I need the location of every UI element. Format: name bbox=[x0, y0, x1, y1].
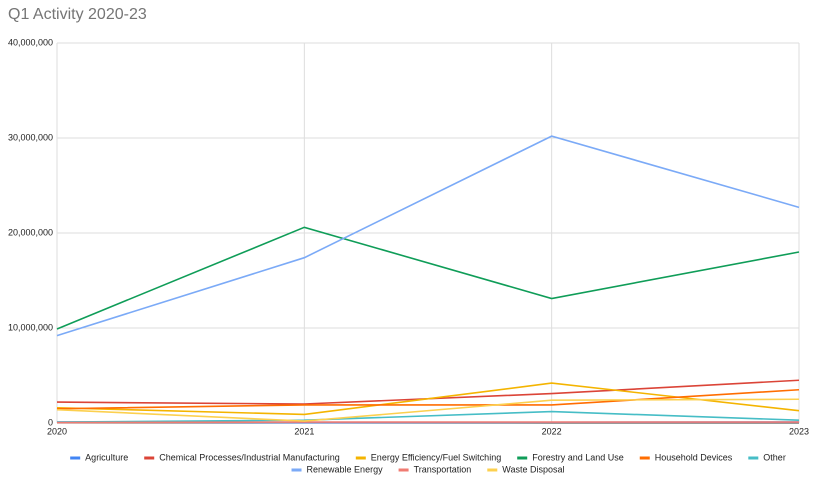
y-tick-label: 20,000,000 bbox=[8, 227, 53, 237]
chart-title: Q1 Activity 2020-23 bbox=[8, 6, 147, 23]
series-line bbox=[56, 388, 800, 410]
series-line bbox=[56, 382, 800, 416]
legend-swatch bbox=[639, 456, 650, 460]
legend-label: Forestry and Land Use bbox=[532, 452, 624, 462]
legend-label: Household Devices bbox=[655, 452, 733, 462]
legend-row: Renewable Energy Transportation Waste Disp… bbox=[291, 464, 564, 474]
legend-swatch bbox=[291, 468, 302, 472]
x-tick-label: 2021 bbox=[294, 426, 314, 436]
legend-row: Agriculture Chemical Processes/Industrial… bbox=[70, 452, 786, 462]
legend-swatch bbox=[144, 456, 155, 460]
legend-swatch bbox=[398, 468, 409, 472]
series-line bbox=[56, 398, 800, 422]
legend-swatch bbox=[355, 456, 366, 460]
x-tick-label: 2023 bbox=[789, 426, 809, 436]
y-tick-label: 30,000,000 bbox=[8, 132, 53, 142]
legend-swatch bbox=[487, 468, 498, 472]
y-tick-label: 0 bbox=[48, 417, 53, 427]
legend-label: Renewable Energy bbox=[307, 464, 384, 474]
legend-swatch bbox=[748, 456, 759, 460]
legend-label: Chemical Processes/Industrial Manufactur… bbox=[159, 452, 340, 462]
series-line bbox=[56, 226, 800, 330]
legend-label: Transportation bbox=[414, 464, 472, 474]
legend-label: Agriculture bbox=[85, 452, 128, 462]
x-tick-label: 2022 bbox=[542, 426, 562, 436]
legend-label: Energy Efficiency/Fuel Switching bbox=[371, 452, 501, 462]
legend-label: Waste Disposal bbox=[502, 464, 564, 474]
legend-swatch bbox=[517, 456, 528, 460]
x-tick-label: 2020 bbox=[47, 426, 67, 436]
series-line bbox=[56, 135, 800, 337]
series-line bbox=[56, 410, 800, 423]
y-tick-label: 40,000,000 bbox=[8, 37, 53, 47]
legend-label: Other bbox=[763, 452, 786, 462]
y-tick-label: 10,000,000 bbox=[8, 322, 53, 332]
legend-swatch bbox=[70, 456, 81, 460]
